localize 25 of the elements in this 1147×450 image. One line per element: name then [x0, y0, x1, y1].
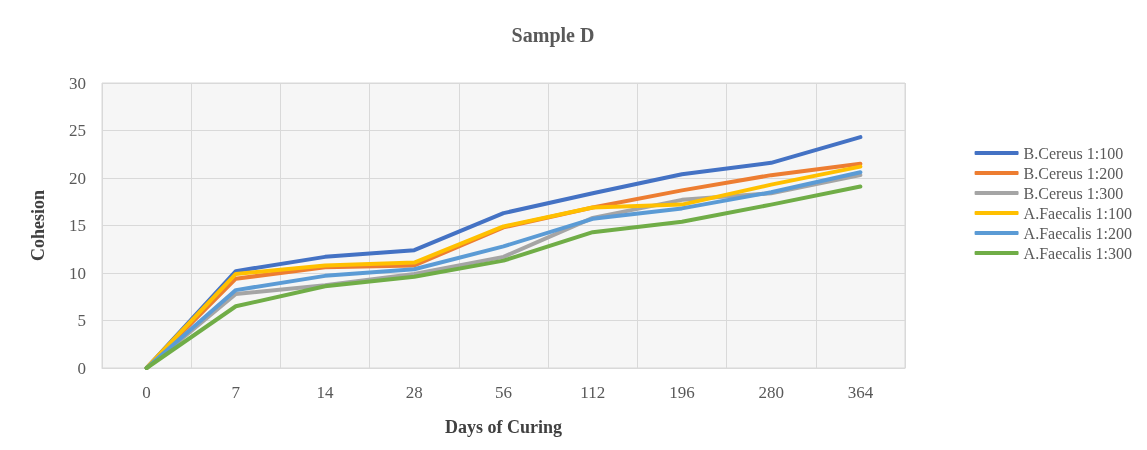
- x-tick-label: 280: [758, 383, 784, 402]
- y-axis-title: Cohesion: [28, 189, 48, 262]
- legend-label: A.Faecalis 1:300: [1023, 244, 1132, 262]
- x-tick-label: 28: [405, 383, 423, 402]
- legend-label: B.Cereus 1:100: [1023, 144, 1124, 162]
- legend-label: B.Cereus 1:300: [1023, 184, 1124, 202]
- y-tick-label: 15: [69, 216, 86, 235]
- x-tick-label: 0: [142, 383, 151, 402]
- x-tick-label: 7: [231, 383, 241, 402]
- x-tick-label: 112: [580, 383, 606, 402]
- x-tick-label: 14: [316, 383, 335, 402]
- y-tick-label: 30: [69, 73, 86, 93]
- x-axis-title: Days of Curing: [444, 417, 563, 437]
- y-tick-label: 0: [77, 358, 86, 378]
- y-tick-label: 5: [77, 311, 86, 330]
- x-tick-label: 56: [495, 383, 512, 402]
- x-tick-label: 196: [669, 383, 695, 402]
- x-tick-label: 364: [847, 383, 874, 402]
- legend-label: A.Faecalis 1:200: [1023, 224, 1132, 242]
- y-tick-label: 25: [69, 121, 86, 140]
- y-tick-label: 10: [69, 263, 86, 283]
- y-tick-label: 20: [69, 168, 86, 188]
- legend-label: A.Faecalis 1:100: [1023, 204, 1132, 222]
- legend-label: B.Cereus 1:200: [1023, 164, 1124, 182]
- chart-title: Sample D: [511, 24, 595, 47]
